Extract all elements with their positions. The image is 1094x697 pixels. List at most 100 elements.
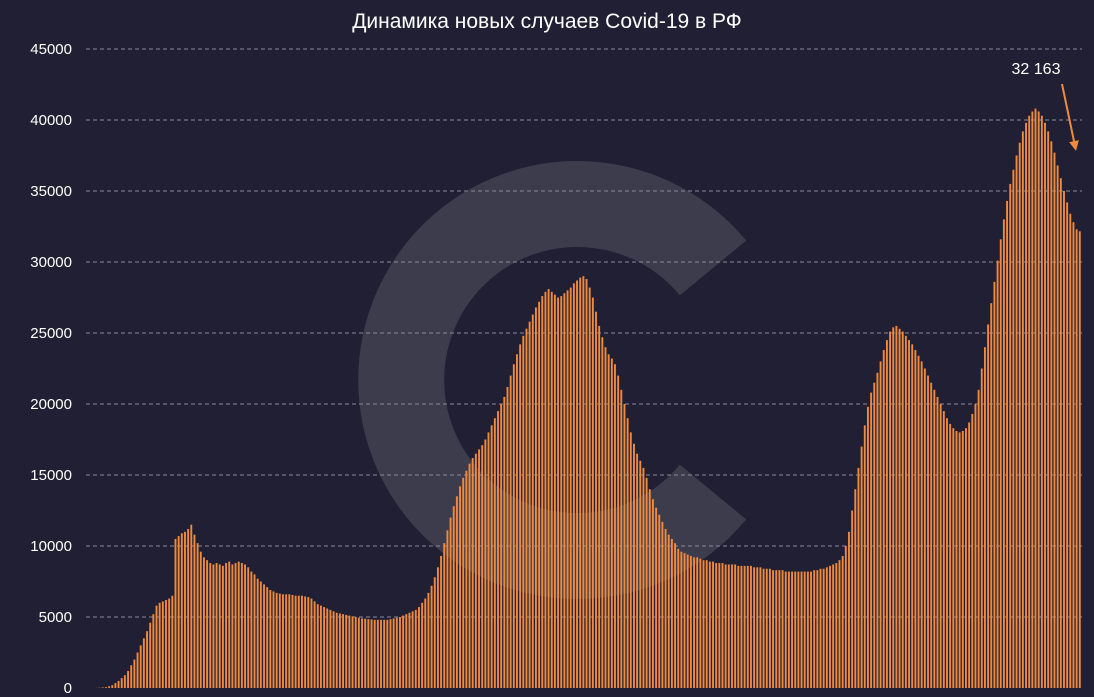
bar: [253, 574, 256, 688]
bar: [345, 614, 348, 688]
bar: [1063, 191, 1065, 688]
bar: [661, 521, 664, 688]
bar: [516, 354, 518, 688]
bar: [380, 619, 382, 688]
bar: [933, 389, 936, 688]
bar: [677, 548, 680, 688]
bar: [987, 324, 990, 688]
bar: [180, 533, 183, 688]
bar: [1078, 231, 1081, 689]
bar: [395, 617, 398, 688]
bar: [364, 618, 367, 688]
bar: [149, 622, 152, 688]
bar: [316, 604, 319, 688]
bar: [146, 631, 148, 688]
bar: [114, 683, 117, 688]
bar: [234, 563, 237, 688]
bar: [259, 581, 262, 688]
bar: [497, 411, 499, 688]
bar: [1059, 178, 1062, 688]
bar: [620, 389, 623, 688]
bar: [275, 592, 278, 688]
bar: [702, 560, 705, 688]
bar: [1025, 122, 1027, 689]
bar: [1015, 155, 1018, 688]
bar: [623, 404, 626, 688]
bar: [990, 303, 993, 688]
bar: [882, 350, 885, 688]
bar: [604, 347, 607, 688]
bar: [266, 587, 269, 688]
bar: [889, 331, 892, 688]
bar: [898, 328, 901, 688]
bar: [263, 584, 265, 688]
bar: [506, 386, 509, 688]
bar: [354, 617, 357, 688]
bar: [168, 598, 171, 688]
bar: [993, 281, 996, 688]
bar: [421, 602, 424, 688]
bar: [999, 239, 1002, 688]
bar: [857, 467, 860, 688]
bar: [247, 567, 250, 688]
bar: [155, 605, 158, 688]
bar: [338, 613, 341, 688]
bar: [272, 591, 275, 688]
bar: [512, 364, 515, 688]
bar: [329, 609, 332, 688]
bar: [765, 568, 768, 688]
bar: [503, 396, 506, 688]
bar: [601, 337, 604, 688]
bar: [165, 599, 167, 688]
bar: [351, 616, 354, 688]
y-tick-label: 40000: [30, 112, 72, 129]
bar: [759, 567, 762, 688]
bar: [117, 680, 120, 688]
bar: [626, 418, 629, 688]
bar: [278, 593, 281, 688]
bar: [591, 297, 594, 688]
bar: [202, 557, 205, 688]
bar: [528, 321, 531, 688]
bar: [750, 565, 752, 688]
bar: [487, 432, 490, 688]
bar: [965, 428, 967, 688]
bar: [313, 601, 316, 688]
bar: [424, 598, 427, 688]
bar: [187, 528, 190, 688]
bar: [361, 618, 363, 688]
bar: [911, 344, 914, 688]
bar: [1047, 131, 1050, 689]
bar: [939, 404, 942, 688]
bar: [373, 619, 376, 688]
bar: [130, 665, 133, 688]
bar: [1031, 111, 1034, 689]
bar: [269, 590, 272, 688]
bar: [250, 571, 253, 688]
bar: [462, 477, 465, 688]
bar: [572, 283, 575, 688]
y-tick-label: 25000: [30, 325, 72, 342]
chart-title: Динамика новых случаев Covid-19 в РФ: [352, 10, 742, 33]
bar: [731, 564, 733, 688]
bar: [481, 445, 484, 688]
bar: [184, 531, 186, 688]
bar: [468, 463, 471, 688]
bar: [152, 614, 155, 688]
bar: [832, 564, 835, 688]
bar: [212, 564, 215, 688]
bar: [550, 291, 553, 688]
bar: [670, 538, 673, 688]
bar: [1012, 169, 1015, 688]
bar: [1069, 213, 1072, 688]
bar: [917, 355, 920, 688]
bar: [588, 287, 591, 688]
bar: [310, 598, 313, 688]
bar: [244, 564, 246, 688]
bar: [430, 585, 433, 688]
bar: [301, 595, 303, 688]
bar: [307, 597, 310, 688]
bar: [996, 260, 999, 688]
bar: [971, 413, 974, 688]
bar: [139, 645, 142, 688]
